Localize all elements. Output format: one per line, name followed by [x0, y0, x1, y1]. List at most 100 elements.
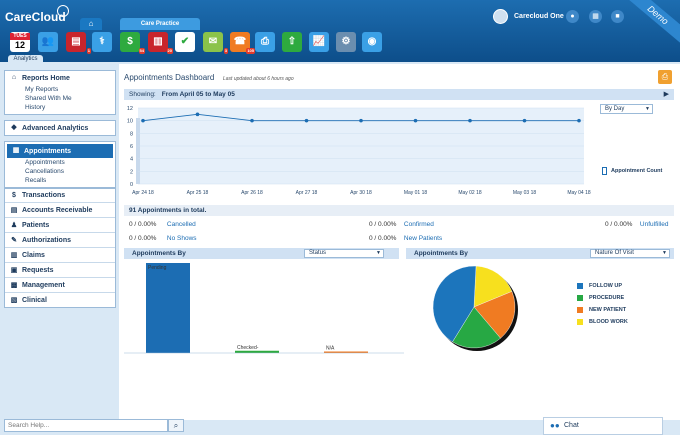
sidebar-item-label: Authorizations — [22, 236, 71, 244]
bar-label: Checked- — [237, 345, 259, 351]
stat-value: 0 / 0.00% — [129, 235, 157, 242]
bar-label: Pending — [148, 265, 167, 271]
clipboard-icon: ▧ — [10, 297, 18, 304]
sidebar-item-claims[interactable]: ▥ Claims — [5, 248, 115, 263]
search-help-input[interactable] — [4, 419, 168, 432]
x-tick-label: Apr 24 18 — [132, 190, 154, 196]
stat-label[interactable]: Unfulfilled — [639, 221, 669, 228]
legend-item: PROCEDURE — [577, 295, 628, 301]
requests-button[interactable]: ☎ 105 — [230, 32, 255, 54]
y-tick-label: 2 — [130, 169, 133, 175]
printer-icon[interactable]: ▦ — [589, 10, 602, 23]
user-name[interactable]: Carecloud One — [514, 13, 564, 20]
stethoscope-icon: ⚕ — [99, 36, 105, 47]
sidebar-item-label: Accounts Receivable — [22, 206, 93, 214]
messages-button[interactable]: ✉ 3 — [203, 32, 228, 54]
legend-swatch — [577, 283, 583, 289]
stethoscope-button[interactable]: ⚕ — [92, 32, 112, 52]
chevron-down-icon: ▼ — [662, 250, 667, 256]
legend-swatch — [577, 295, 583, 301]
stat-label[interactable]: No Shows — [166, 235, 197, 242]
select-value: Status — [309, 250, 327, 256]
bar-label: N/A — [326, 346, 335, 352]
pie-legend: FOLLOW UP PROCEDURE NEW PATIENT BLOOD WO… — [577, 283, 628, 331]
home-icon: ⌂ — [11, 74, 17, 81]
nature-of-visit-select[interactable]: Nature Of Visit ▼ — [590, 249, 670, 258]
sidebar-subitem-my-reports[interactable]: My Reports — [25, 86, 59, 93]
person-icon: ♟ — [10, 222, 18, 229]
stat-unfulfilled: 0 / 0.00% Unfulfilled — [605, 221, 668, 228]
sidebar-subitem-cancellations[interactable]: Cancellations — [25, 168, 65, 175]
stat-new-patients: 0 / 0.00% New Patients — [369, 235, 442, 242]
cube-icon: ◆ — [11, 124, 17, 131]
dollar-icon: $ — [127, 36, 133, 47]
triangle-right-icon[interactable]: ▶ — [663, 91, 669, 98]
plot-band — [136, 118, 140, 184]
claims-icon: ▥ — [153, 36, 163, 47]
sidebar-item-clinical[interactable]: ▧ Clinical — [5, 293, 115, 307]
stat-cancelled: 0 / 0.00% Cancelled — [129, 221, 196, 228]
chat-button[interactable]: ●● Chat — [543, 417, 663, 435]
tasks-button[interactable]: ✔ — [175, 32, 195, 52]
bell-icon[interactable]: ● — [566, 10, 579, 23]
billing-button[interactable]: $54 — [120, 32, 145, 54]
sidebar-item-authorizations[interactable]: ✎ Authorizations — [5, 233, 115, 248]
status-select[interactable]: Status ▼ — [304, 249, 384, 258]
sidebar-item-management[interactable]: ▩ Management — [5, 278, 115, 293]
sidebar-item-requests[interactable]: ▣ Requests — [5, 263, 115, 278]
request-icon: ☎ — [233, 36, 247, 47]
nature-of-visit-pie-chart — [432, 265, 518, 351]
tab-care-practice[interactable]: Care Practice — [120, 18, 200, 30]
data-point — [577, 118, 581, 123]
fax-icon: ⎙ — [261, 36, 269, 47]
search-button[interactable]: ⌕ — [168, 419, 184, 432]
sidebar-item-advanced-analytics[interactable]: ◆ Advanced Analytics — [5, 121, 115, 135]
patients-button[interactable]: 👥 — [38, 32, 58, 52]
y-tick-label: 12 — [127, 106, 133, 112]
documents-button[interactable]: ▤ 1 — [66, 32, 91, 54]
calendar-button[interactable]: TUES 12 — [10, 32, 30, 52]
analytics-button[interactable]: 📈 — [309, 32, 329, 52]
sidebar-subitem-recalls[interactable]: Recalls — [25, 177, 47, 184]
document-icon: ▤ — [71, 36, 81, 47]
y-tick-label: 6 — [130, 144, 133, 150]
upload-button[interactable]: ⇧ — [282, 32, 302, 52]
sidebar-list: $ Transactions ▤ Accounts Receivable ♟ Pati… — [4, 188, 116, 308]
print-button[interactable]: ⎙ — [658, 70, 672, 84]
legend-label: BLOOD WORK — [589, 319, 628, 325]
sidebar-item-accounts-receivable[interactable]: ▤ Accounts Receivable — [5, 203, 115, 218]
showing-label: Showing: — [129, 91, 156, 98]
lock-icon[interactable]: ■ — [611, 10, 624, 23]
sidebar-item-patients[interactable]: ♟ Patients — [5, 218, 115, 233]
sidebar-item-label: Advanced Analytics — [22, 124, 89, 132]
sidebar-subitem-shared[interactable]: Shared With Me — [25, 95, 72, 102]
avatar[interactable] — [493, 9, 508, 24]
sidebar-subitem-history[interactable]: History — [25, 104, 46, 111]
sidebar-item-transactions[interactable]: $ Transactions — [5, 189, 115, 203]
stat-no-shows: 0 / 0.00% No Shows — [129, 235, 197, 242]
main-panel: Appointments Dashboard Last updated abou… — [119, 64, 680, 420]
fax-button[interactable]: ⎙ — [255, 32, 275, 52]
sidebar-item-appointments[interactable]: ▦ Appointments — [7, 144, 113, 158]
settings-button[interactable]: ⚙ — [336, 32, 356, 52]
nature-panel-header: Appointments By Nature Of Visit ▼ — [406, 248, 674, 259]
stat-value: 0 / 0.00% — [369, 221, 397, 228]
badge-count: 20 — [166, 48, 173, 54]
x-tick-label: May 04 18 — [567, 190, 591, 196]
carecloud-logo[interactable]: CareCloud — [5, 10, 66, 24]
calendar-month: TUES — [10, 33, 30, 40]
home-tab[interactable]: ⌂ — [80, 18, 102, 30]
stat-label[interactable]: New Patients — [403, 235, 443, 242]
connect-button[interactable]: ◉ — [362, 32, 382, 52]
people-icon: 👥 — [41, 36, 55, 47]
stat-label[interactable]: Confirmed — [403, 221, 434, 228]
data-point — [413, 118, 418, 123]
sidebar-subitem-appointments[interactable]: Appointments — [25, 159, 65, 166]
stat-label[interactable]: Cancelled — [166, 221, 196, 228]
granularity-select[interactable]: By Day ▼ — [600, 104, 653, 114]
tab-analytics[interactable]: Analytics — [8, 55, 43, 64]
date-range-bar[interactable]: Showing: From April 05 to May 05 ▶ — [124, 89, 674, 100]
claims-button[interactable]: ▥ 20 — [148, 32, 173, 54]
sidebar-item-reports-home[interactable]: ⌂ Reports Home — [5, 71, 115, 85]
data-point — [304, 118, 309, 123]
